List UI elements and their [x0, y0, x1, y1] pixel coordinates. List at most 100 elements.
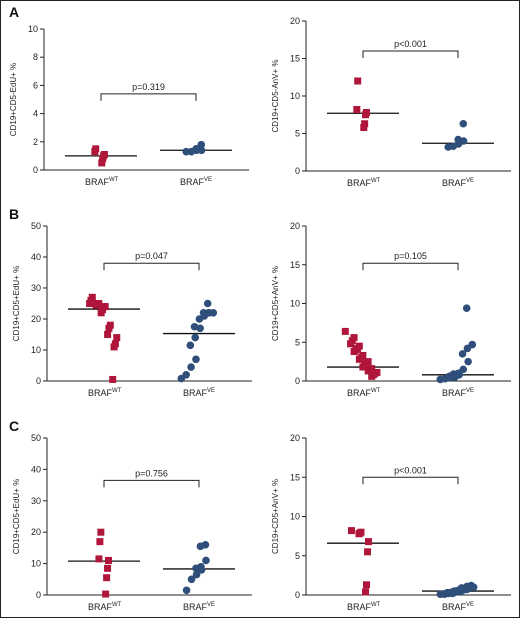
- y-axis-label: CD19+CD5-AnV+ %: [271, 60, 280, 133]
- data-point-wt: [92, 145, 100, 153]
- category-label-ve: BRAFVE: [183, 602, 215, 612]
- data-point-wt: [354, 77, 362, 85]
- data-point-ve: [192, 145, 200, 153]
- y-tick-label: 30: [31, 496, 41, 506]
- y-tick-label: 20: [290, 433, 300, 443]
- data-point-ve: [467, 581, 476, 590]
- y-tick-label: 10: [290, 512, 300, 522]
- y-tick-label: 6: [33, 80, 38, 90]
- category-superscript: WT: [371, 178, 381, 184]
- category-superscript: WT: [112, 388, 122, 394]
- y-tick-label: 0: [36, 590, 41, 600]
- category-superscript: WT: [371, 602, 381, 608]
- data-point-wt: [353, 106, 361, 113]
- data-point-ve: [190, 322, 199, 331]
- category-base: BRAF: [442, 388, 467, 398]
- data-point-ve: [192, 570, 201, 579]
- data-point-wt: [106, 321, 114, 329]
- panel-letter-c: C: [9, 418, 19, 434]
- y-tick-label: 15: [290, 472, 300, 482]
- data-point-wt: [350, 334, 358, 342]
- data-point-ve: [459, 119, 468, 128]
- p-value-label: p=0.047: [135, 251, 168, 261]
- data-point-ve: [454, 135, 462, 144]
- category-superscript: VE: [466, 602, 474, 608]
- data-point-wt: [98, 159, 106, 167]
- data-point-ve: [192, 355, 200, 364]
- category-label-ve: BRAFVE: [442, 602, 474, 612]
- y-axis-label: CD19+CD5+EdU+ %: [12, 479, 21, 554]
- y-tick-label: 20: [290, 221, 300, 231]
- category-base: BRAF: [180, 177, 205, 187]
- y-tick-label: 20: [31, 527, 41, 537]
- data-point-wt: [362, 588, 370, 596]
- category-label-wt: BRAFWT: [347, 388, 381, 398]
- data-point-wt: [102, 590, 110, 598]
- y-tick-label: 10: [31, 559, 41, 569]
- category-superscript: VE: [207, 388, 215, 394]
- category-base: BRAF: [183, 602, 208, 612]
- y-axis-label: CD19+CD5+AnV+ %: [271, 479, 280, 554]
- data-point-ve: [203, 299, 212, 308]
- category-base: BRAF: [183, 388, 208, 398]
- category-label-wt: BRAFWT: [347, 178, 381, 188]
- data-point-ve: [182, 371, 190, 379]
- data-point-ve: [186, 341, 195, 350]
- category-label-wt: BRAFWT: [85, 177, 119, 187]
- significance-bracket: [362, 50, 459, 58]
- data-point-wt: [362, 109, 370, 116]
- data-point-ve: [202, 556, 210, 565]
- data-point-ve: [468, 340, 477, 349]
- data-point-wt: [347, 527, 355, 535]
- category-base: BRAF: [85, 177, 110, 187]
- y-tick-label: 8: [33, 52, 38, 62]
- significance-bracket: [362, 262, 459, 271]
- data-point-wt: [357, 528, 365, 536]
- data-point-wt: [364, 358, 372, 366]
- data-point-wt: [361, 120, 369, 128]
- data-point-ve: [197, 562, 205, 571]
- category-superscript: WT: [112, 602, 122, 608]
- category-label-wt: BRAFWT: [347, 602, 381, 612]
- y-tick-label: 5: [295, 551, 300, 561]
- p-value-label: p=0.105: [394, 251, 427, 261]
- category-base: BRAF: [88, 388, 113, 398]
- data-point-wt: [88, 293, 96, 301]
- category-label-ve: BRAFVE: [183, 388, 215, 398]
- y-tick-label: 40: [31, 252, 41, 262]
- y-tick-label: 40: [31, 464, 41, 474]
- data-point-wt: [103, 574, 111, 582]
- data-point-wt: [111, 340, 119, 348]
- category-superscript: WT: [109, 177, 119, 183]
- category-label-ve: BRAFVE: [442, 178, 474, 188]
- category-base: BRAF: [88, 602, 113, 612]
- p-value-label: p=0.319: [132, 82, 165, 92]
- p-value-label: p=0.756: [135, 468, 168, 478]
- p-value-label: p<0.001: [394, 465, 427, 475]
- data-point-ve: [464, 357, 472, 366]
- y-tick-label: 2: [33, 137, 38, 147]
- category-base: BRAF: [442, 178, 467, 188]
- significance-bracket: [100, 93, 197, 101]
- category-superscript: WT: [371, 388, 381, 394]
- panel-letter-b: B: [9, 206, 19, 222]
- y-tick-label: 5: [295, 129, 300, 139]
- category-label-wt: BRAFWT: [88, 388, 122, 398]
- data-point-ve: [191, 333, 200, 342]
- data-point-wt: [97, 528, 105, 536]
- data-point-wt: [96, 538, 104, 546]
- data-point-wt: [355, 342, 363, 350]
- data-point-wt: [363, 581, 371, 589]
- category-base: BRAF: [347, 388, 372, 398]
- y-tick-label: 10: [31, 345, 41, 355]
- category-label-ve: BRAFVE: [180, 177, 212, 187]
- y-tick-label: 10: [290, 299, 300, 309]
- y-tick-label: 50: [31, 433, 41, 443]
- data-point-wt: [360, 124, 368, 131]
